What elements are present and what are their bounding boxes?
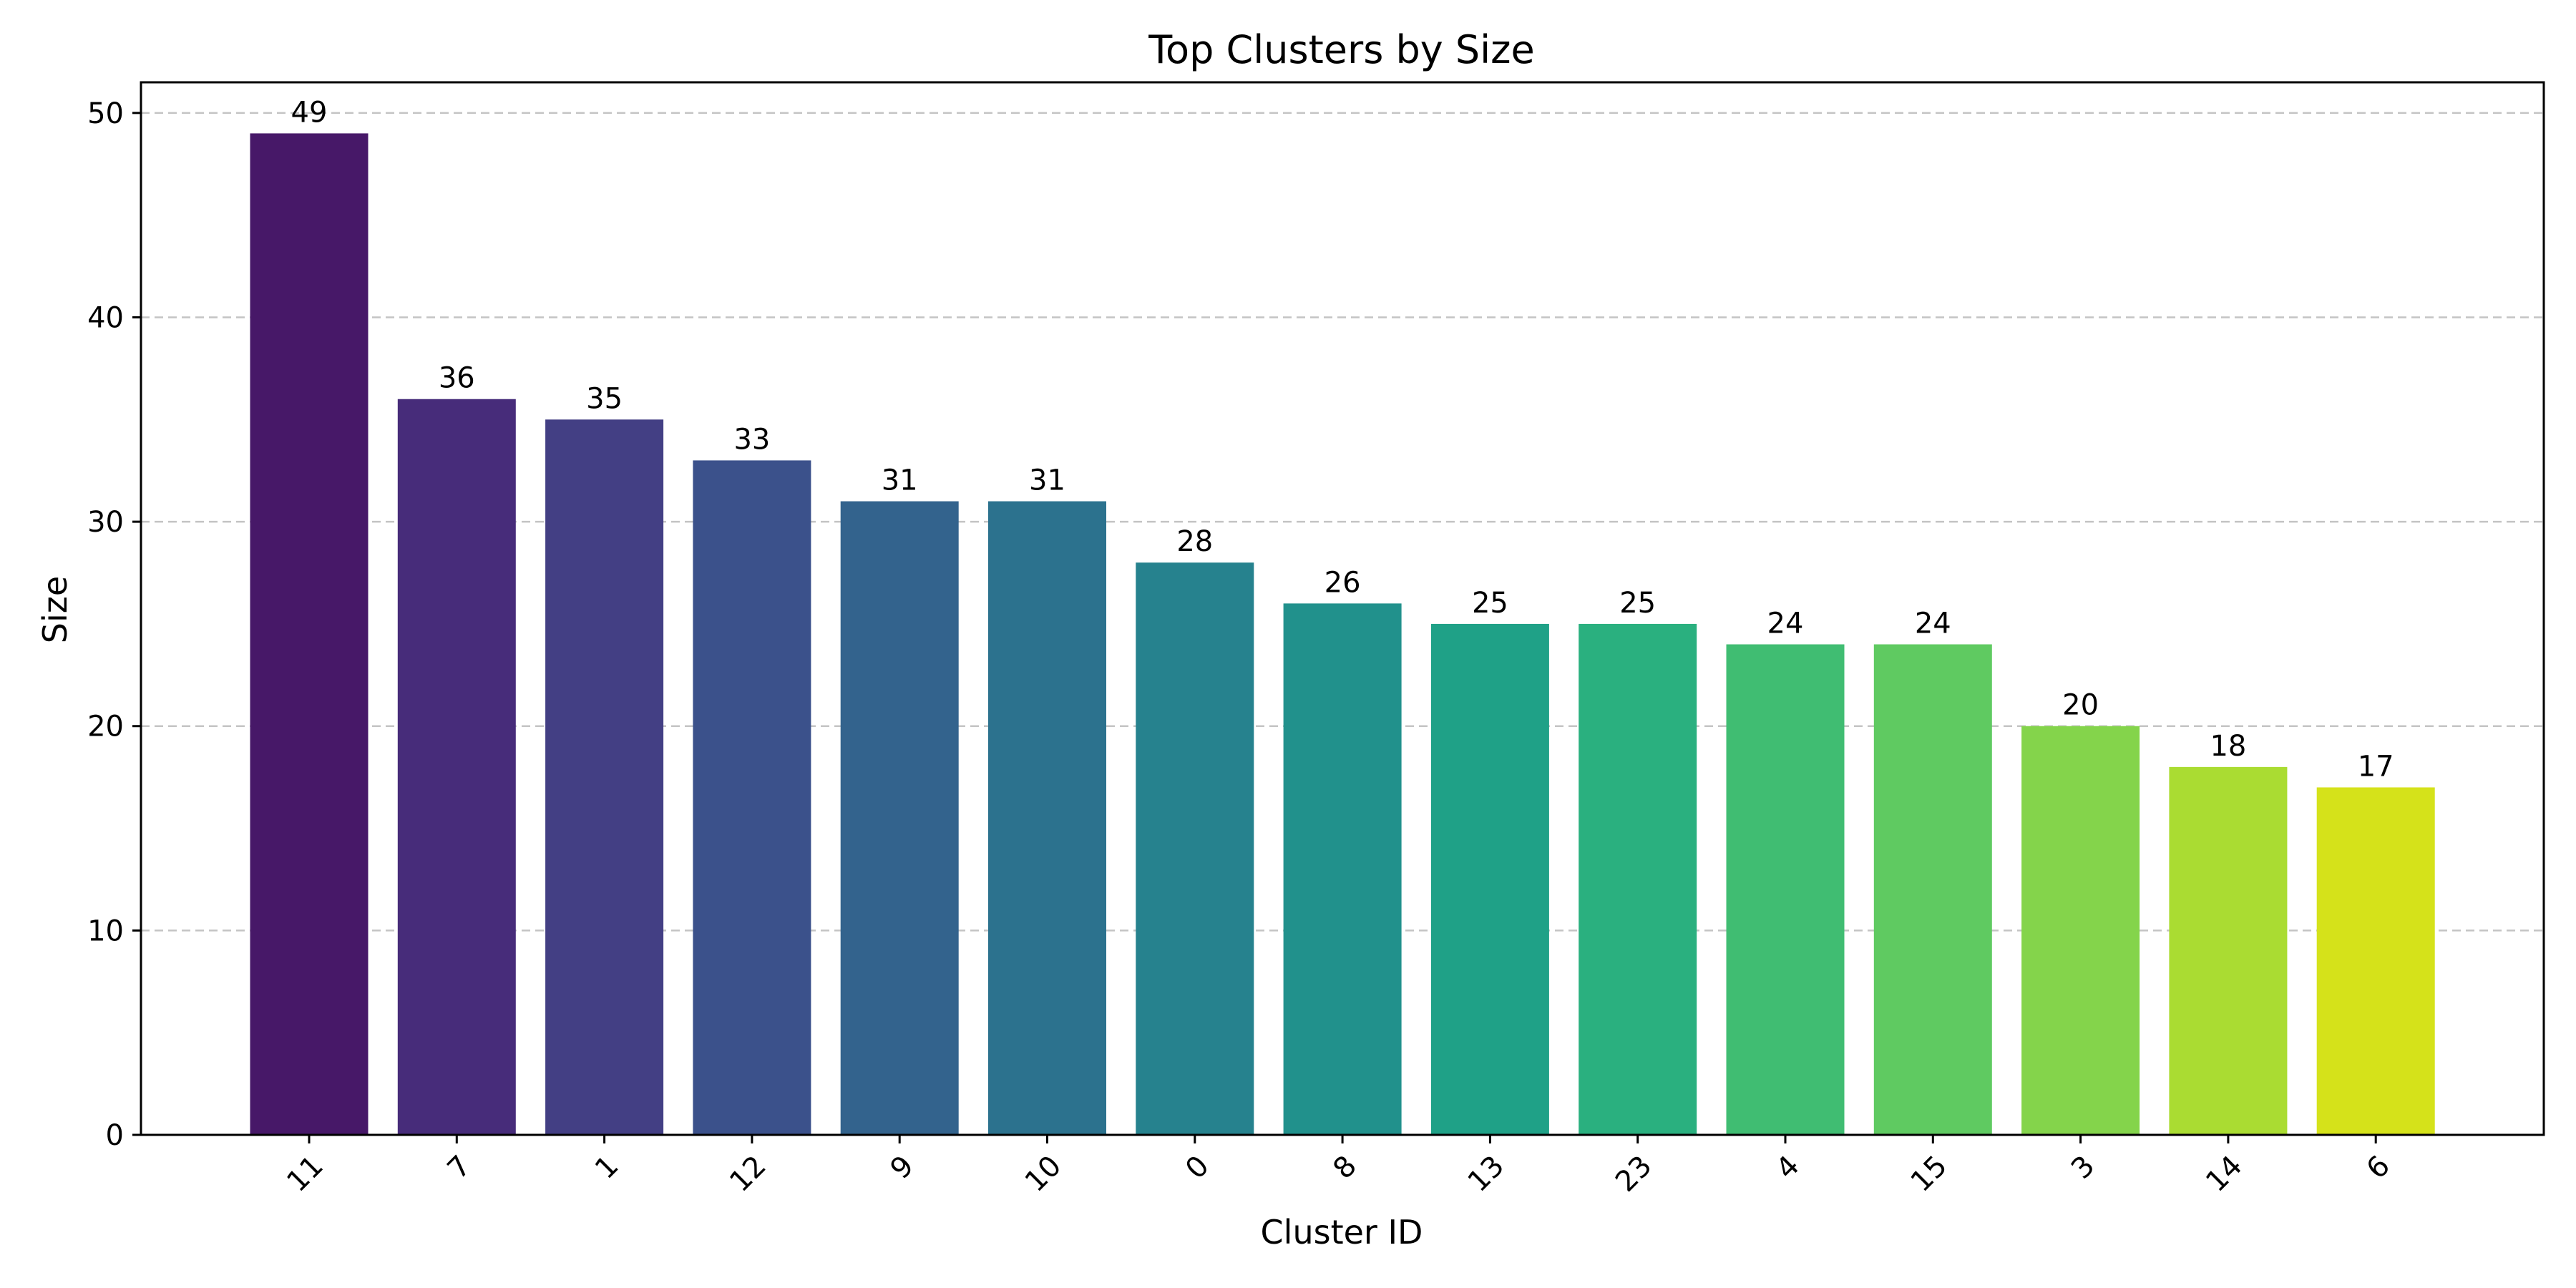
y-tick-label-50: 50 [87, 97, 124, 130]
bar-cluster-10 [988, 501, 1106, 1135]
data-label-cluster-14: 18 [2210, 730, 2246, 763]
x-tick-label-8: 8 [1327, 1149, 1363, 1186]
data-label-cluster-6: 17 [2358, 750, 2394, 783]
data-label-cluster-8: 26 [1324, 566, 1361, 599]
y-axis-label: Size [36, 576, 74, 643]
bar-cluster-15 [1873, 644, 1992, 1135]
x-tick-label-13: 13 [1462, 1149, 1511, 1199]
data-label-cluster-10: 31 [1029, 464, 1065, 497]
x-tick-label-11: 11 [280, 1149, 330, 1199]
bar-cluster-11 [250, 133, 369, 1136]
bar-cluster-3 [2021, 726, 2140, 1135]
y-tick-label-0: 0 [106, 1119, 124, 1152]
y-axis-ticks: 0 10 20 30 40 50 [87, 97, 141, 1152]
data-label-cluster-7: 36 [439, 362, 475, 395]
x-tick-label-15: 15 [1905, 1149, 1954, 1199]
x-axis-label: Cluster ID [1261, 1213, 1423, 1252]
bar-cluster-13 [1430, 623, 1549, 1135]
bar-cluster-0 [1136, 562, 1254, 1135]
data-label-cluster-9: 31 [882, 464, 918, 497]
x-tick-label-23: 23 [1609, 1149, 1659, 1199]
x-tick-label-9: 9 [884, 1149, 921, 1186]
x-axis-ticks: 11 7 1 12 9 10 0 8 13 23 4 15 3 14 6 [280, 1135, 2396, 1199]
grid-lines [141, 112, 2544, 932]
data-label-cluster-11: 49 [291, 96, 328, 129]
bar-cluster-14 [2169, 766, 2288, 1135]
data-label-cluster-1: 35 [586, 382, 623, 415]
x-tick-label-6: 6 [2361, 1149, 2397, 1186]
data-label-cluster-0: 28 [1176, 525, 1213, 558]
y-tick-label-20: 20 [87, 711, 124, 743]
x-tick-label-7: 7 [441, 1149, 478, 1186]
bar-cluster-9 [840, 501, 959, 1135]
x-tick-label-12: 12 [723, 1149, 773, 1199]
x-tick-label-1: 1 [589, 1149, 625, 1186]
data-label-cluster-3: 20 [2062, 689, 2099, 722]
data-label-cluster-23: 25 [1619, 587, 1656, 620]
data-label-cluster-12: 33 [733, 423, 770, 456]
y-tick-label-30: 30 [87, 506, 124, 539]
data-label-cluster-15: 24 [1915, 607, 1951, 640]
bar-cluster-1 [545, 419, 664, 1135]
x-tick-label-14: 14 [2200, 1149, 2249, 1199]
x-tick-label-10: 10 [1019, 1149, 1068, 1199]
bar-cluster-4 [1726, 644, 1845, 1135]
x-tick-label-3: 3 [2065, 1149, 2102, 1186]
bar-cluster-23 [1579, 623, 1697, 1135]
bar-cluster-12 [693, 460, 811, 1135]
data-label-cluster-13: 25 [1472, 587, 1508, 620]
x-tick-label-4: 4 [1770, 1149, 1806, 1186]
bar-cluster-8 [1283, 603, 1402, 1135]
data-label-cluster-4: 24 [1767, 607, 1804, 640]
x-tick-label-0: 0 [1179, 1149, 1216, 1186]
data-labels: 49 36 35 33 31 31 28 26 25 25 24 24 20 18 17 [291, 96, 2394, 783]
y-tick-label-10: 10 [87, 914, 124, 947]
chart-title: Top Clusters by Size [1148, 27, 1535, 72]
bar-cluster-6 [2316, 787, 2435, 1135]
bar-cluster-7 [397, 399, 516, 1135]
y-tick-label-40: 40 [87, 301, 124, 334]
bars [250, 133, 2435, 1136]
